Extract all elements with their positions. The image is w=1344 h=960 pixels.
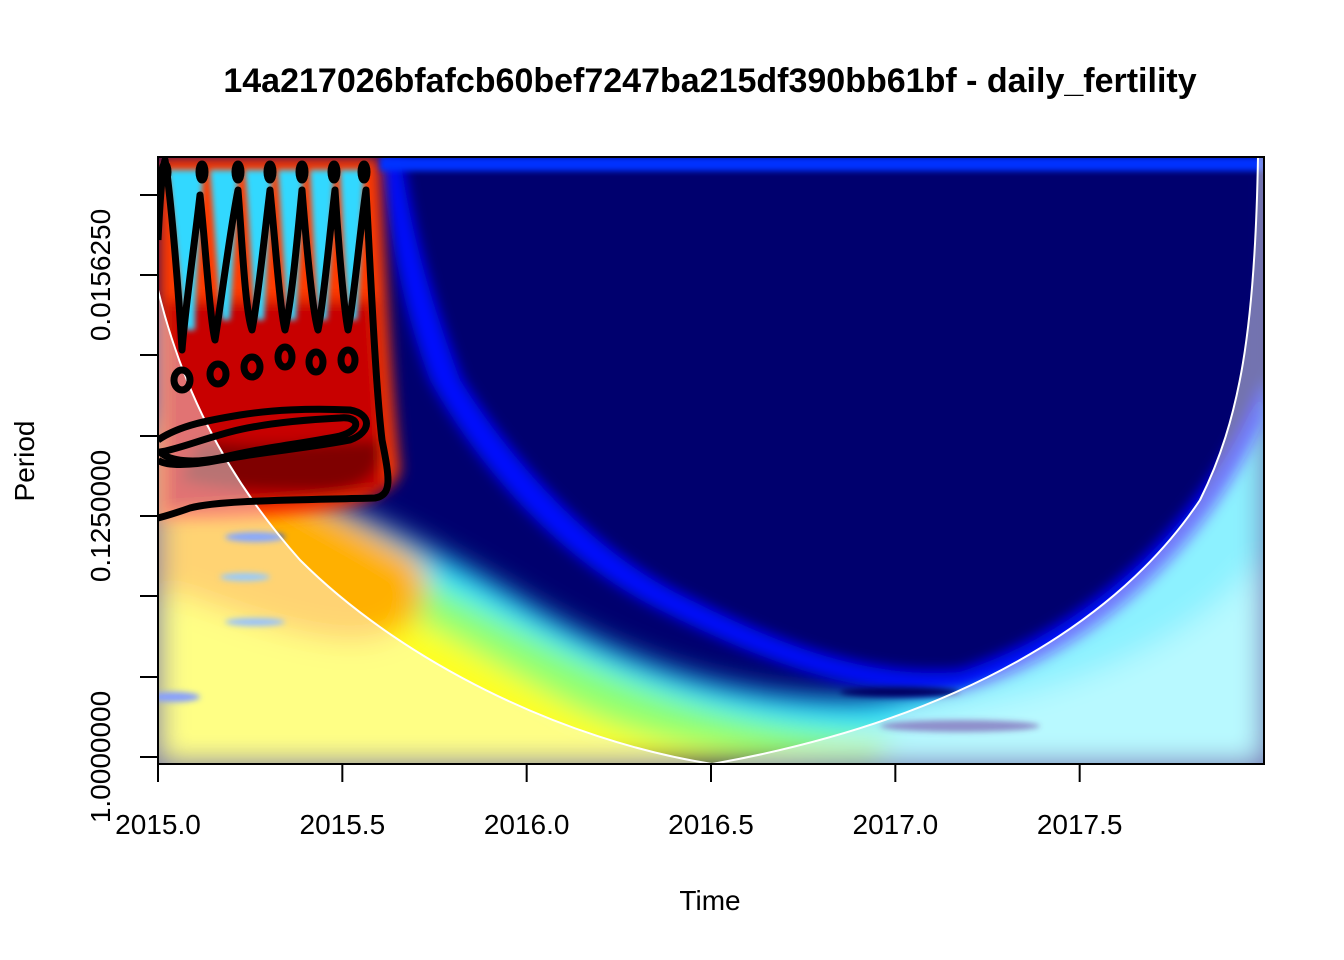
faint-bands	[158, 532, 1040, 732]
cone-shade-right	[712, 157, 1264, 764]
contour-top-2	[195, 160, 209, 184]
x-tick-label: 2015.0	[115, 809, 201, 840]
band-spot-4	[158, 692, 200, 702]
contour-cell-2	[206, 360, 230, 388]
cone-of-influence	[158, 157, 1259, 764]
contour-top-7	[357, 160, 371, 184]
right-cyan-band	[880, 560, 1264, 764]
significance-contours	[158, 157, 392, 522]
x-tick-label: 2017.0	[853, 809, 939, 840]
x-ticks: 2015.0 2015.5 2016.0 2016.5 2017.0 2017.5	[115, 764, 1122, 840]
contour-cell-6	[337, 346, 359, 374]
y-ticks	[140, 194, 158, 758]
cone-shade-left	[158, 157, 712, 764]
y-axis: 1.0000000 0.1250000 0.0156250	[85, 194, 159, 823]
contour-top-6	[327, 160, 341, 184]
contour-band-outer	[158, 405, 370, 468]
top-blue-strip	[380, 157, 1264, 171]
contour-cell-5	[305, 348, 327, 376]
contour-top-4	[263, 160, 277, 184]
low-power-region	[380, 157, 1264, 692]
x-axis: 2015.0 2015.5 2016.0 2016.5 2017.0 2017.5	[115, 763, 1122, 840]
x-tick-label: 2017.5	[1037, 809, 1123, 840]
contour-cell-1	[170, 366, 194, 394]
navy-core	[400, 157, 1264, 674]
plot-area	[158, 157, 1264, 764]
contour-cell-4	[274, 343, 296, 371]
band-spot-2	[220, 573, 270, 581]
stripe-gap-4	[278, 170, 303, 320]
band-spot-1	[225, 532, 285, 542]
y-tick-label: 0.0156250	[85, 209, 116, 341]
contour-top-1	[158, 160, 172, 184]
contour-cell-3	[240, 353, 264, 381]
stripe-gap-2	[210, 170, 238, 320]
y-tick-label: 1.0000000	[85, 691, 116, 823]
x-tick-label: 2016.0	[484, 809, 570, 840]
stripe-gap-1	[168, 170, 203, 330]
contour-top-5	[295, 160, 309, 184]
band-spot-6	[880, 720, 1040, 732]
contour-top-3	[231, 160, 245, 184]
yellow-band	[158, 500, 900, 764]
chart-title: 14a217026bfafcb60bef7247ba215df390bb61bf…	[223, 62, 1196, 100]
x-tick-label: 2016.5	[668, 809, 754, 840]
band-spot-3	[225, 618, 285, 626]
y-tick-label: 0.1250000	[85, 450, 116, 582]
contour-main	[158, 157, 392, 522]
x-tick-label: 2015.5	[300, 809, 386, 840]
y-axis-label: Period	[9, 421, 40, 502]
band-spot-5	[840, 687, 960, 697]
x-axis-label: Time	[679, 885, 740, 916]
